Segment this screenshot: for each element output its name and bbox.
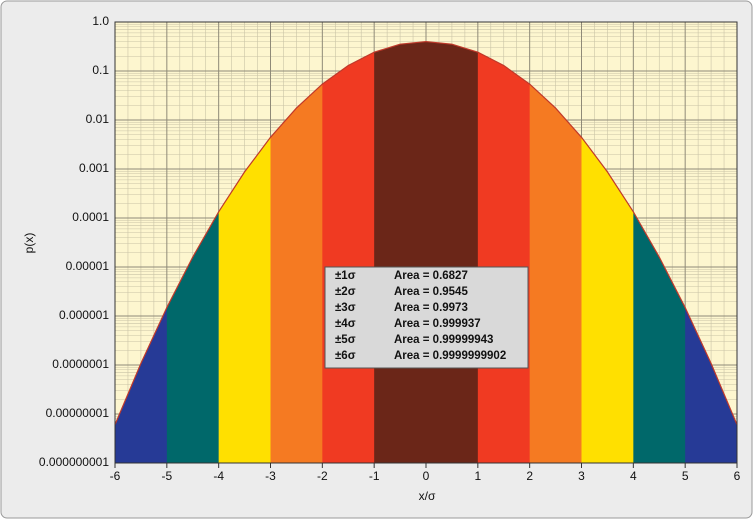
x-tick-label: 0 [423, 469, 430, 483]
legend-area: Area = 0.9999999902 [394, 350, 506, 362]
legend-area: Area = 0.9973 [394, 302, 468, 314]
x-tick-label: 2 [526, 469, 533, 483]
y-tick-label: 0.0001 [72, 210, 109, 224]
y-tick-label: 0.000001 [59, 308, 109, 322]
legend-name: ±5σ [335, 334, 356, 346]
x-tick-label: -4 [213, 469, 224, 483]
legend-area: Area = 0.99999943 [394, 334, 493, 346]
legend-name: ±1σ [335, 270, 356, 282]
x-tick-label: -2 [317, 469, 328, 483]
y-axis-label: p(x) [22, 233, 36, 254]
legend: ±1σ Area = 0.6827 ±2σ Area = 0.9545 ±3σ Area … [324, 266, 529, 369]
y-tick-label: 0.00001 [66, 259, 110, 273]
x-tick-label: -3 [265, 469, 276, 483]
y-tick-label: 0.001 [79, 161, 109, 175]
legend-box [324, 266, 529, 369]
y-tick-label: 0.01 [86, 112, 110, 126]
x-tick-label: 4 [630, 469, 637, 483]
legend-name: ±2σ [335, 286, 356, 298]
curve-line [114, 40, 738, 425]
band [374, 41, 478, 463]
legend-name: ±6σ [335, 350, 356, 362]
y-tick-label: 1.0 [92, 14, 109, 28]
x-tick-label: -6 [110, 469, 121, 483]
y-tick-label: 0.0000001 [52, 357, 109, 371]
legend-name: ±3σ [335, 302, 356, 314]
x-tick-label: 5 [682, 469, 689, 483]
y-tick-label: 0.000000001 [39, 455, 109, 469]
x-axis-label: x/σ [419, 489, 436, 503]
legend-area: Area = 0.999937 [394, 318, 481, 330]
legend-name: ±4σ [335, 318, 356, 330]
y-tick-label: 0.1 [92, 63, 109, 77]
x-tick-label: 6 [734, 469, 741, 483]
y-tick-label: 0.00000001 [46, 406, 110, 420]
x-tick-label: 3 [578, 469, 585, 483]
x-tick-label: 1 [474, 469, 481, 483]
legend-area: Area = 0.6827 [394, 270, 468, 282]
plot-border [114, 21, 738, 464]
legend-area: Area = 0.9545 [394, 286, 468, 298]
x-tick-label: -1 [369, 469, 380, 483]
x-tick-label: -5 [161, 469, 172, 483]
